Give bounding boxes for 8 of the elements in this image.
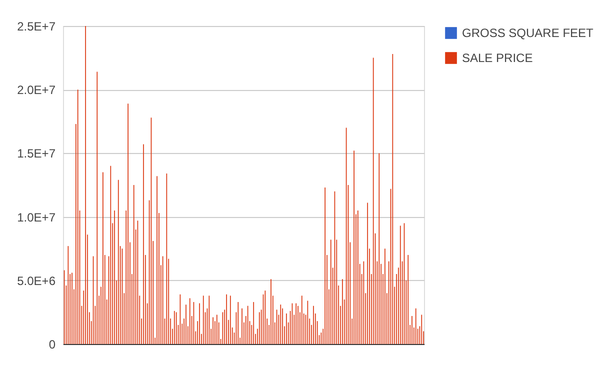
legend-label: GROSS SQUARE FEET — [462, 26, 594, 40]
y-tick-label: 0 — [48, 338, 56, 352]
y-tick-label: 2.0E+7 — [17, 83, 56, 98]
y-tick-label: 2.5E+7 — [17, 20, 56, 34]
y-tick-label: 1.0E+7 — [17, 210, 56, 224]
y-tick-label: 1.5E+7 — [17, 146, 56, 161]
y-tick-label: 5.0E+6 — [17, 274, 56, 288]
legend-label: SALE PRICE — [462, 51, 533, 65]
